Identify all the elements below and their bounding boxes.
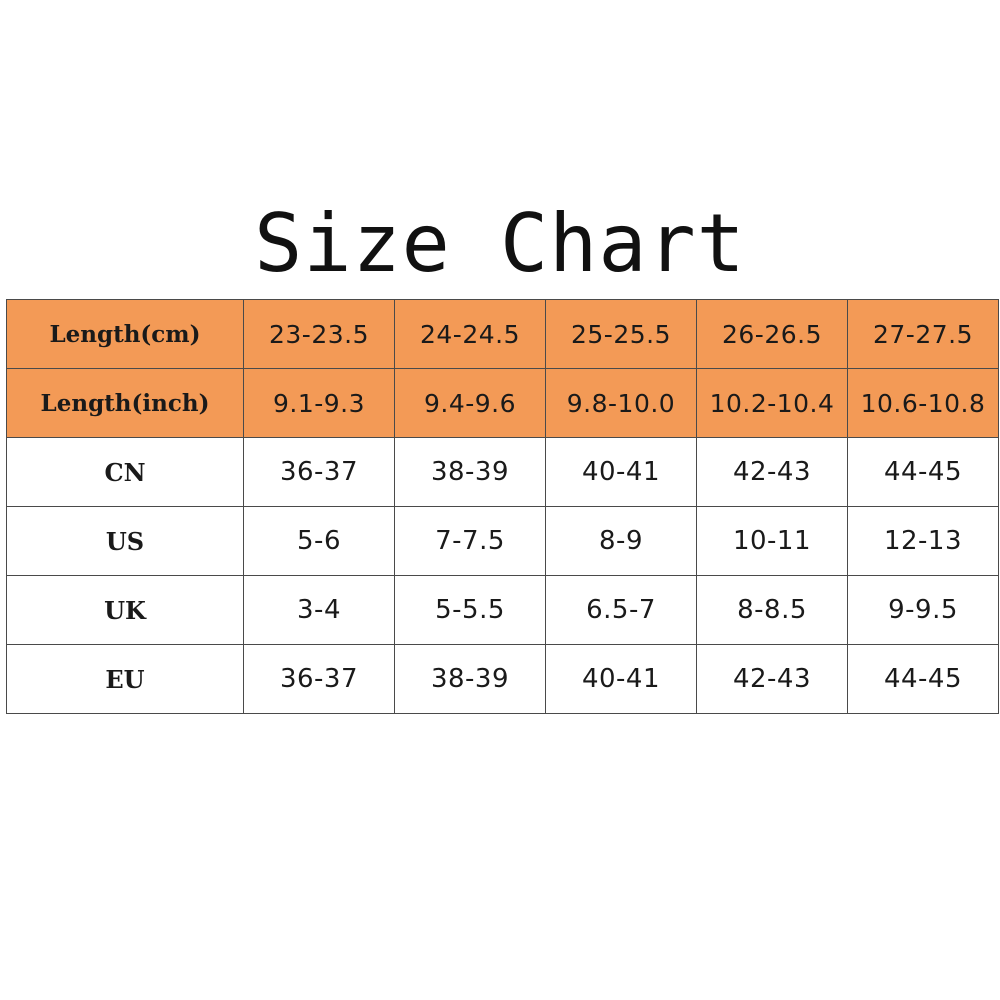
table-cell: 38-39 — [394, 437, 546, 507]
table-row-us: US 5-6 7-7.5 8-9 10-11 12-13 — [6, 506, 999, 576]
table-cell: 24-24.5 — [394, 299, 546, 369]
table-cell: 36-37 — [243, 644, 395, 714]
table-row-cn: CN 36-37 38-39 40-41 42-43 44-45 — [6, 437, 999, 507]
table-cell: 26-26.5 — [696, 299, 848, 369]
table-cell: 12-13 — [847, 506, 999, 576]
table-cell: 36-37 — [243, 437, 395, 507]
table-cell: 38-39 — [394, 644, 546, 714]
table-cell: 44-45 — [847, 437, 999, 507]
table-cell: 10.6-10.8 — [847, 368, 999, 438]
row-label: US — [6, 506, 244, 576]
table-cell: 23-23.5 — [243, 299, 395, 369]
table-cell: 5-5.5 — [394, 575, 546, 645]
size-table: Length(cm) 23-23.5 24-24.5 25-25.5 26-26… — [6, 299, 999, 714]
row-label: EU — [6, 644, 244, 714]
table-cell: 10.2-10.4 — [696, 368, 848, 438]
page-title: Size Chart — [254, 197, 746, 290]
table-cell: 8-9 — [545, 506, 697, 576]
table-cell: 40-41 — [545, 644, 697, 714]
table-cell: 27-27.5 — [847, 299, 999, 369]
table-cell: 6.5-7 — [545, 575, 697, 645]
table-cell: 5-6 — [243, 506, 395, 576]
table-row-eu: EU 36-37 38-39 40-41 42-43 44-45 — [6, 644, 999, 714]
row-label: CN — [6, 437, 244, 507]
row-label: UK — [6, 575, 244, 645]
table-cell: 9.4-9.6 — [394, 368, 546, 438]
table-cell: 42-43 — [696, 644, 848, 714]
table-cell: 40-41 — [545, 437, 697, 507]
table-cell: 3-4 — [243, 575, 395, 645]
table-row-length-inch: Length(inch) 9.1-9.3 9.4-9.6 9.8-10.0 10… — [6, 368, 999, 438]
table-cell: 25-25.5 — [545, 299, 697, 369]
table-cell: 9-9.5 — [847, 575, 999, 645]
table-cell: 9.8-10.0 — [545, 368, 697, 438]
table-cell: 8-8.5 — [696, 575, 848, 645]
table-cell: 7-7.5 — [394, 506, 546, 576]
table-cell: 10-11 — [696, 506, 848, 576]
row-label: Length(cm) — [6, 299, 244, 369]
size-table-body: Length(cm) 23-23.5 24-24.5 25-25.5 26-26… — [6, 299, 999, 714]
row-label: Length(inch) — [6, 368, 244, 438]
table-row-length-cm: Length(cm) 23-23.5 24-24.5 25-25.5 26-26… — [6, 299, 999, 369]
table-cell: 42-43 — [696, 437, 848, 507]
table-row-uk: UK 3-4 5-5.5 6.5-7 8-8.5 9-9.5 — [6, 575, 999, 645]
table-cell: 44-45 — [847, 644, 999, 714]
table-cell: 9.1-9.3 — [243, 368, 395, 438]
